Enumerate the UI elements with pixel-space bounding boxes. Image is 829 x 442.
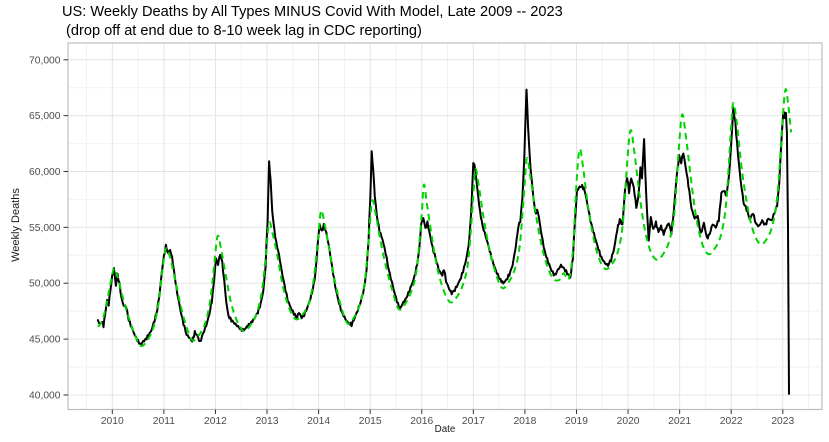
x-tick-label: 2010 xyxy=(101,416,124,427)
x-tick-label: 2015 xyxy=(359,416,382,427)
x-tick-label: 2014 xyxy=(307,416,330,427)
chart-subtitle: (drop off at end due to 8-10 week lag in… xyxy=(62,22,422,39)
y-tick-label: 45,000 xyxy=(29,335,61,346)
y-tick-label: 70,000 xyxy=(29,55,61,66)
x-tick-label: 2011 xyxy=(153,416,175,427)
y-tick-label: 40,000 xyxy=(29,390,61,401)
x-tick-label: 2016 xyxy=(410,416,433,427)
x-tick-label: 2012 xyxy=(204,416,227,427)
chart-title: US: Weekly Deaths by All Types MINUS Cov… xyxy=(62,4,563,20)
x-tick-label: 2017 xyxy=(462,416,485,427)
x-tick-label: 2023 xyxy=(771,416,794,427)
x-tick-label: 2019 xyxy=(565,416,588,427)
series-model-line xyxy=(97,88,793,348)
x-axis-label: Date xyxy=(434,424,456,435)
x-tick-label: 2022 xyxy=(720,416,743,427)
y-tick-label: 50,000 xyxy=(29,279,61,290)
panel-background xyxy=(68,43,822,410)
panel-border xyxy=(67,42,823,411)
y-tick-label: 55,000 xyxy=(29,223,61,234)
x-tick-label: 2020 xyxy=(617,416,640,427)
x-tick-label: 2013 xyxy=(256,416,279,427)
y-tick-label: 65,000 xyxy=(29,111,61,122)
y-tick-label: 60,000 xyxy=(29,167,61,178)
x-tick-label: 2018 xyxy=(513,416,536,427)
x-tick-label: 2021 xyxy=(668,416,691,427)
